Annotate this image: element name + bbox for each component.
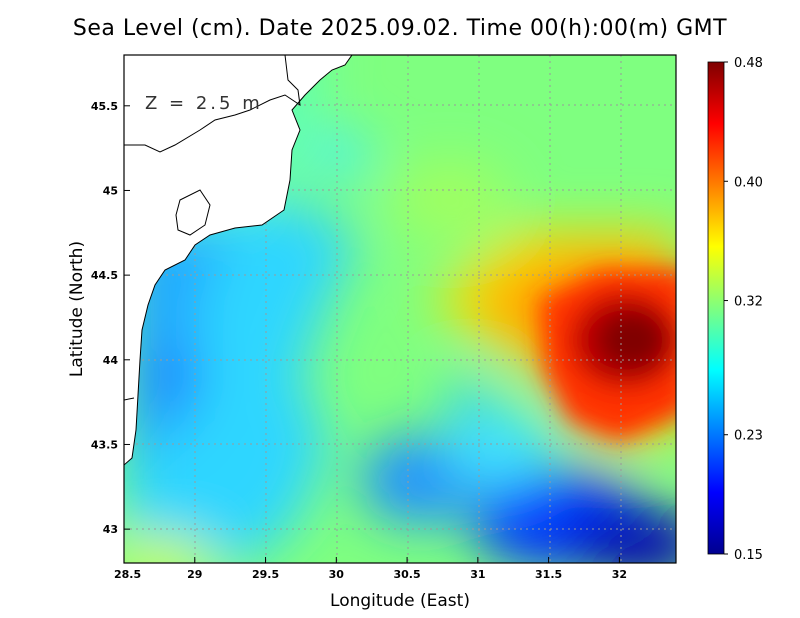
x-tick-label: 30.5 bbox=[394, 568, 421, 581]
x-tick-label: 29 bbox=[187, 568, 202, 581]
x-axis-label: Longitude (East) bbox=[330, 591, 470, 611]
colorbar: 0.48 0.40 0.32 0.23 0.15 bbox=[707, 56, 763, 563]
colorbar-gradient bbox=[708, 62, 724, 554]
grid-lines bbox=[124, 55, 676, 563]
x-tick-label: 28.5 bbox=[114, 568, 141, 581]
depth-annotation: Z = 2.5 m bbox=[145, 93, 263, 114]
x-tick-label: 31.5 bbox=[535, 568, 562, 581]
plot-frame bbox=[123, 54, 677, 564]
colorbar-tick-label: 0.40 bbox=[734, 175, 763, 190]
x-tick-label: 32 bbox=[612, 568, 627, 581]
x-axis-ticks: 28.5 29 29.5 30 30.5 31 31.5 32 bbox=[114, 557, 627, 581]
x-tick-label: 30 bbox=[329, 568, 345, 581]
coastline-inland-2 bbox=[124, 397, 135, 401]
x-tick-label: 31 bbox=[470, 568, 485, 581]
colorbar-tick-label: 0.23 bbox=[734, 429, 763, 444]
coastline-inland bbox=[124, 55, 301, 153]
chart-title: Sea Level (cm). Date 2025.09.02. Time 00… bbox=[72, 16, 728, 41]
y-tick-label: 45.5 bbox=[91, 100, 118, 113]
x-tick-label: 29.5 bbox=[252, 568, 279, 581]
y-tick-label: 44 bbox=[103, 354, 119, 367]
y-axis-label: Latitude (North) bbox=[67, 241, 87, 377]
colorbar-tick-label: 0.15 bbox=[734, 548, 763, 563]
plot-area bbox=[124, 55, 676, 563]
land-mass bbox=[124, 55, 353, 466]
colorbar-frame bbox=[707, 61, 725, 555]
y-tick-label: 45 bbox=[103, 184, 118, 197]
colorbar-tick-label: 0.48 bbox=[734, 56, 763, 71]
coastline-lake bbox=[175, 189, 211, 236]
colorbar-ticks: 0.48 0.40 0.32 0.23 0.15 bbox=[724, 56, 763, 563]
colorbar-tick-label: 0.32 bbox=[734, 295, 763, 310]
y-tick-label: 43 bbox=[103, 523, 118, 536]
y-tick-label: 44.5 bbox=[91, 269, 118, 282]
y-axis-ticks: 43 43.5 44 44.5 45 45.5 bbox=[91, 100, 130, 536]
y-tick-label: 43.5 bbox=[91, 438, 118, 451]
